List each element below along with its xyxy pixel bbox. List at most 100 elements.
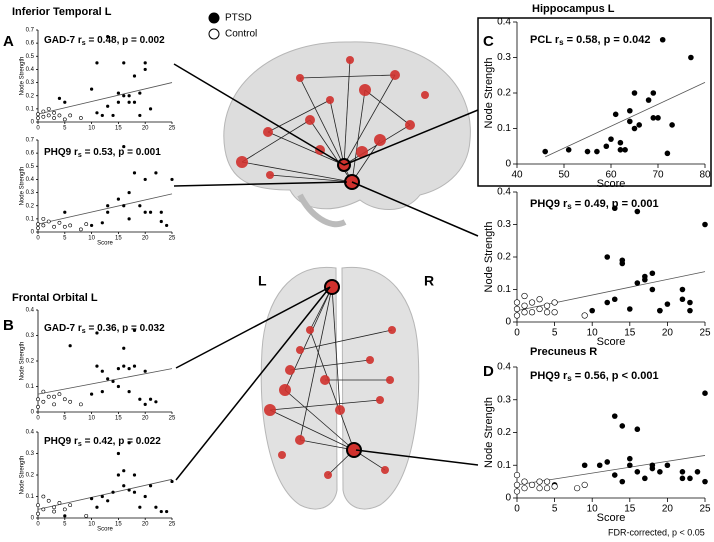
x-tick-label: 10: [88, 126, 95, 132]
data-point: [46, 498, 51, 503]
brain-axial: [260, 266, 420, 510]
data-point: [687, 475, 693, 482]
y-tick-label: 0.1: [26, 384, 35, 390]
data-point: [627, 107, 633, 114]
data-point: [551, 483, 558, 490]
data-point: [41, 507, 46, 512]
x-tick-label: 25: [699, 328, 711, 339]
data-point: [528, 481, 536, 489]
data-point: [521, 292, 528, 300]
data-point: [95, 364, 99, 368]
x-tick-label: 10: [88, 416, 95, 422]
annotation-subscript: s: [78, 441, 82, 448]
data-point: [536, 296, 543, 303]
y-tick-label: 0.2: [26, 473, 35, 479]
data-point: [78, 402, 83, 407]
data-point: [521, 302, 528, 309]
data-point: [657, 469, 663, 475]
data-point: [127, 190, 131, 195]
data-point: [649, 462, 656, 469]
x-tick-label: 5: [63, 126, 67, 132]
x-axis-label: Score: [597, 512, 626, 524]
data-point: [669, 122, 675, 128]
data-point: [645, 97, 652, 103]
data-point: [528, 309, 536, 316]
data-point: [132, 364, 137, 368]
data-point: [594, 148, 600, 155]
data-point: [679, 469, 686, 475]
data-point: [608, 136, 614, 142]
data-point: [634, 426, 641, 433]
data-point: [122, 61, 126, 65]
data-point: [551, 299, 558, 306]
data-point: [41, 389, 46, 394]
data-point: [664, 301, 671, 307]
data-point: [116, 197, 120, 201]
y-tick-label: 0: [505, 317, 511, 328]
data-point: [46, 219, 51, 224]
annotation: PHQ9 rs = 0.53, p = 0.001: [44, 147, 161, 159]
data-point: [603, 143, 610, 150]
data-point: [664, 150, 671, 157]
data-point: [100, 221, 104, 225]
data-point: [41, 109, 46, 114]
data-point: [543, 309, 551, 316]
data-point: [132, 171, 137, 175]
data-point: [100, 369, 104, 373]
data-point: [95, 61, 99, 65]
data-point: [143, 177, 147, 182]
data-point: [143, 369, 147, 373]
data-point: [143, 210, 147, 214]
annotation: PHQ9 rs = 0.42, p = 0.022: [44, 436, 161, 448]
data-point: [41, 216, 46, 221]
x-tick-label: 20: [142, 236, 149, 242]
y-tick-label: 0: [31, 516, 35, 522]
data-point: [57, 113, 62, 118]
data-point: [148, 210, 153, 214]
data-point: [687, 307, 693, 314]
data-point: [634, 280, 641, 286]
x-tick-label: 50: [558, 170, 570, 181]
data-point: [90, 87, 94, 91]
data-point: [57, 501, 62, 505]
panel-title: Frontal Orbital L: [12, 292, 98, 304]
x-tick-label: 10: [587, 504, 599, 515]
data-point: [143, 67, 147, 72]
y-tick-label: 0.1: [26, 106, 35, 112]
data-point: [536, 478, 543, 485]
annotation: GAD-7 rs = 0.36, p = 0.032: [44, 323, 165, 335]
data-point: [127, 441, 131, 445]
data-point: [617, 139, 624, 146]
x-tick-label: 20: [142, 522, 149, 528]
y-tick-label: 0.3: [497, 219, 511, 230]
data-point: [57, 96, 62, 100]
y-axis-label: Node Strength: [20, 342, 26, 381]
data-point: [154, 505, 158, 509]
data-point: [611, 296, 618, 303]
data-point: [138, 505, 142, 509]
y-tick-label: 0.4: [497, 17, 511, 28]
data-point: [636, 122, 642, 128]
data-point: [159, 210, 163, 214]
data-point: [106, 34, 110, 39]
data-point: [106, 210, 110, 214]
data-point: [702, 221, 708, 228]
data-point: [543, 485, 551, 492]
data-point: [63, 514, 67, 518]
data-point: [100, 390, 104, 394]
x-tick-label: 20: [142, 126, 149, 132]
data-point: [68, 113, 73, 118]
data-point: [52, 116, 56, 120]
data-point: [41, 114, 46, 119]
data-point: [631, 90, 638, 96]
data-point: [52, 110, 56, 115]
annotation-text: = 0.58, p = 0.042: [564, 34, 651, 46]
data-point: [664, 462, 671, 469]
data-point: [90, 223, 94, 228]
data-point: [513, 312, 521, 319]
x-tick-label: 5: [552, 328, 558, 339]
data-point: [551, 309, 558, 316]
data-point: [627, 462, 633, 469]
data-point: [536, 485, 543, 492]
annotation-subscript: s: [82, 40, 86, 47]
